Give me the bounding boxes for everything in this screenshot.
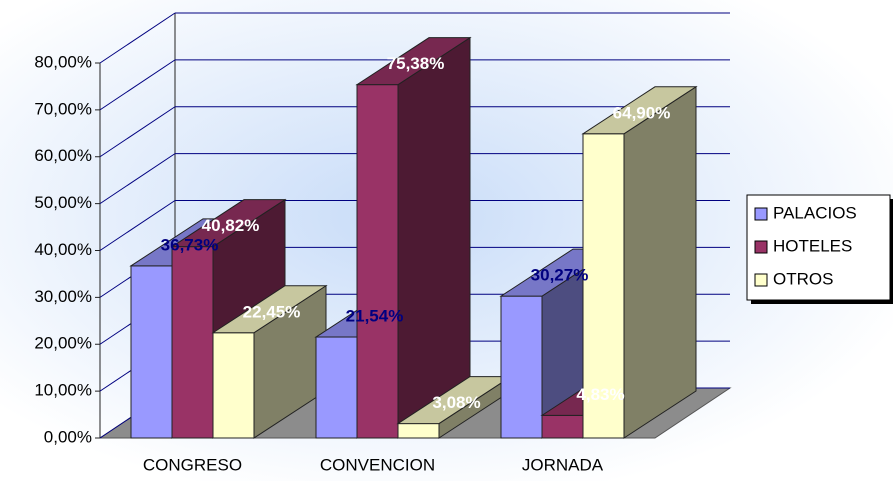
bar bbox=[397, 423, 440, 439]
data-label: 40,82% bbox=[202, 216, 260, 235]
bar bbox=[356, 84, 399, 439]
bar-side bbox=[623, 85, 697, 439]
x-tick-label: CONVENCION bbox=[320, 455, 435, 474]
y-tick-label: 60,00% bbox=[34, 146, 92, 165]
bar bbox=[315, 336, 358, 439]
legend-label: PALACIOS bbox=[773, 203, 857, 222]
legend-label: HOTELES bbox=[773, 236, 852, 255]
grid-line bbox=[99, 12, 176, 64]
data-label: 4,83% bbox=[576, 385, 624, 404]
data-label: 30,27% bbox=[531, 266, 589, 285]
y-tick-label: 20,00% bbox=[34, 334, 92, 353]
legend-swatch bbox=[754, 273, 768, 287]
data-label: 75,38% bbox=[387, 54, 445, 73]
bar-side bbox=[397, 36, 471, 439]
y-tick-label: 40,00% bbox=[34, 240, 92, 259]
y-tick-label: 70,00% bbox=[34, 99, 92, 118]
bar-top bbox=[355, 37, 472, 86]
grid-line bbox=[99, 59, 176, 111]
y-tick-label: 80,00% bbox=[34, 52, 92, 71]
grid-line bbox=[99, 153, 176, 205]
bar bbox=[212, 332, 255, 439]
data-label: 36,73% bbox=[161, 235, 219, 254]
legend-label: OTROS bbox=[773, 269, 833, 288]
bar-top bbox=[581, 86, 698, 135]
data-label: 3,08% bbox=[432, 393, 480, 412]
data-label: 21,54% bbox=[346, 307, 404, 326]
y-tick-label: 0,00% bbox=[44, 427, 92, 446]
bar bbox=[541, 414, 584, 439]
legend-swatch bbox=[754, 207, 768, 221]
bar bbox=[130, 265, 173, 439]
y-tick-label: 10,00% bbox=[34, 381, 92, 400]
legend bbox=[746, 194, 891, 301]
data-label: 64,90% bbox=[613, 103, 671, 122]
y-tick-label: 50,00% bbox=[34, 193, 92, 212]
bar bbox=[500, 295, 543, 439]
data-label: 22,45% bbox=[243, 302, 301, 321]
x-tick-label: CONGRESO bbox=[143, 455, 242, 474]
grid-line bbox=[99, 200, 176, 251]
bar bbox=[582, 133, 625, 439]
grid-line bbox=[99, 106, 176, 158]
bar-top bbox=[170, 199, 287, 248]
legend-swatch bbox=[754, 240, 768, 254]
x-tick-label: JORNADA bbox=[522, 455, 604, 474]
y-tick-label: 30,00% bbox=[34, 287, 92, 306]
bar bbox=[171, 246, 214, 439]
bar-top bbox=[211, 285, 328, 334]
